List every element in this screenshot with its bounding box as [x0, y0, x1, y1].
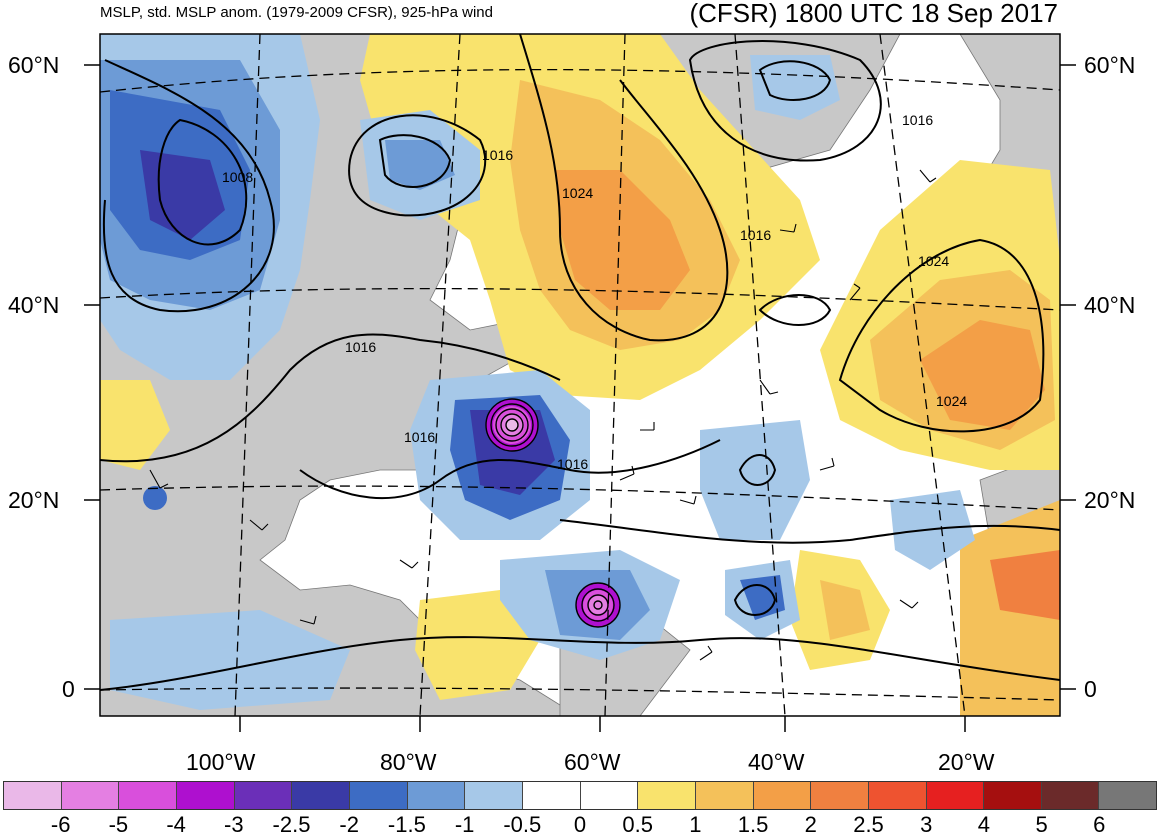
colorbar-swatch: [292, 782, 350, 809]
colorbar-swatch: [811, 782, 869, 809]
colorbar-swatch: [1041, 782, 1100, 809]
colorbar-tick-label: -6: [50, 812, 71, 837]
isobar-label: 1016: [404, 429, 435, 445]
colorbar-tick-label: 1.5: [737, 812, 769, 837]
lon-label: 60°W: [564, 749, 621, 775]
isobar-label: 1016: [740, 227, 771, 243]
colorbar-tick-label: -1.5: [387, 812, 426, 837]
colorbar-swatch: [349, 782, 408, 809]
map-date-title: (CFSR) 1800 UTC 18 Sep 2017: [689, 0, 1058, 28]
small-low-pacific: [143, 486, 167, 510]
colorbar-tick-label: 6: [1093, 812, 1106, 837]
lat-label-left: 60°N: [8, 52, 60, 78]
wind-barb-layer: [149, 169, 937, 661]
lat-label-left: 20°N: [8, 487, 60, 513]
colorbar-tick-label: -1: [454, 812, 475, 837]
colorbar-swatch: [4, 782, 62, 809]
hurricane-core-north: [485, 398, 539, 452]
colorbar-swatch: [465, 782, 523, 809]
negative-anomaly-layer: [100, 34, 975, 710]
positive-anomaly-layer: [100, 34, 1060, 716]
colorbar-tick-label: -5: [108, 812, 129, 837]
weather-map: 1008 1016 1016 1016 1016 1016 1016 1024 …: [84, 33, 1076, 732]
colorbar-swatch: [638, 782, 696, 809]
colorbar-tick-label: 0.5: [622, 812, 653, 837]
colorbar-tick-label: 4: [977, 812, 991, 837]
isobar-label-layer: 1008 1016 1016 1016 1016 1016 1016 1024 …: [222, 112, 967, 472]
lat-label-left: 0: [62, 676, 75, 702]
colorbar-swatch: [119, 782, 177, 809]
lat-label-right: 0: [1084, 676, 1097, 702]
colorbar-tick-label: 2.5: [853, 812, 884, 837]
isobar-label: 1024: [936, 393, 967, 409]
lon-label: 40°W: [748, 749, 805, 775]
colorbar-tick-label: -3: [224, 812, 244, 837]
isobar-label: 1016: [902, 112, 933, 128]
hurricane-core-south: [575, 582, 621, 628]
colorbar-swatch: [1099, 782, 1157, 809]
isobar-label: 1024: [918, 253, 949, 269]
colorbar-swatch: [176, 782, 235, 809]
colorbar-tick-label: -0.5: [503, 812, 542, 837]
colorbar-tick-label: 1: [689, 812, 702, 837]
tick-layer: [84, 64, 1076, 732]
colorbar-tick-label: 2: [804, 812, 817, 837]
colorbar-tick-label: 3: [920, 812, 933, 837]
colorbar-swatch: [868, 782, 927, 809]
lat-label-right: 20°N: [1084, 487, 1136, 513]
colorbar-tick-label: 5: [1035, 812, 1048, 837]
map-frame: [99, 33, 1061, 717]
lon-label: 100°W: [186, 749, 256, 775]
map-title: MSLP, std. MSLP anom. (1979-2009 CFSR), …: [100, 4, 493, 21]
lat-label-right: 40°N: [1084, 292, 1136, 318]
isobar-label: 1008: [222, 169, 253, 185]
graticule-layer: [100, 34, 1060, 716]
colorbar-swatch: [984, 782, 1042, 809]
isobar-label: 1016: [557, 456, 588, 472]
lat-label-right: 60°N: [1084, 52, 1136, 78]
colorbar-swatch: [407, 782, 466, 809]
isobar-label: 1024: [562, 185, 593, 201]
lat-label-left: 40°N: [8, 292, 60, 318]
lon-label: 80°W: [380, 749, 437, 775]
colorbar-tick-label: -2.5: [272, 812, 311, 837]
colorbar-swatch: [753, 782, 812, 809]
lon-label: 20°W: [938, 749, 995, 775]
isobar-layer: [100, 34, 1060, 691]
colorbar-swatch: [522, 782, 581, 809]
colorbar-swatch: [580, 782, 639, 809]
colorbar-swatch: [695, 782, 754, 809]
isobar-label: 1016: [345, 339, 376, 355]
colorbar-swatch: [61, 782, 120, 809]
colorbar-swatch: [926, 782, 985, 809]
isobar-label: 1016: [482, 147, 513, 163]
colorbar-swatch: [234, 782, 293, 809]
colorbar-labels: -6 -5 -4 -3 -2.5 -2 -1.5 -1 -0.5 0 0.5 1 1.5 2 2.5 3 4 5 6: [0, 812, 1160, 837]
colorbar-tick-label: -4: [166, 812, 186, 837]
colorbar-tick-label: 0: [573, 812, 587, 837]
anomaly-colorbar: [3, 781, 1157, 810]
colorbar-tick-label: -2: [339, 812, 359, 837]
